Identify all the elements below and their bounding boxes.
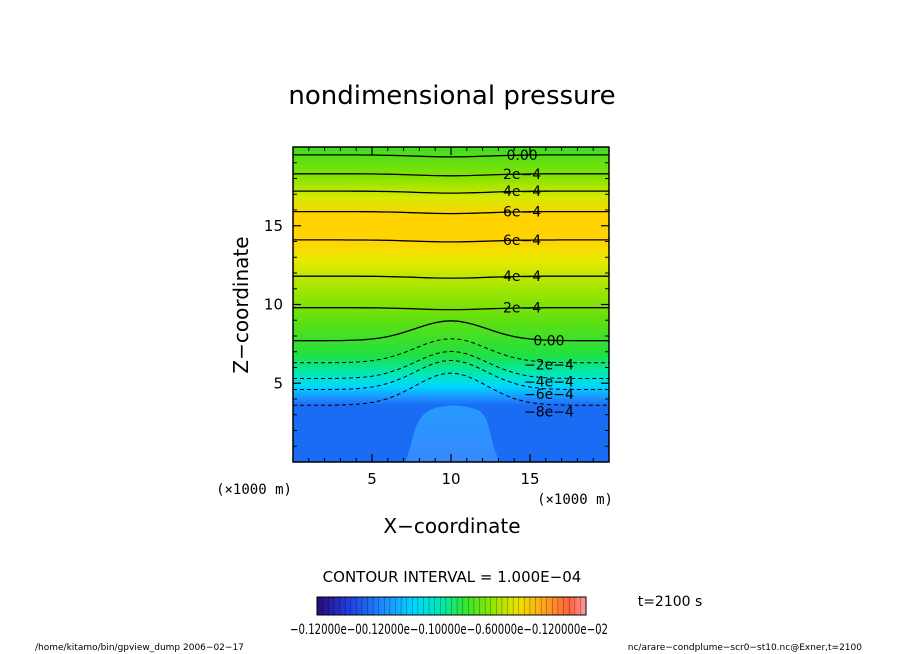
contour-label-2: 4e−4 bbox=[503, 184, 541, 200]
time-label: t=2100 s bbox=[638, 594, 703, 610]
y-unit-label: (×1000 m) bbox=[216, 482, 292, 498]
contour-line-11 bbox=[293, 372, 609, 406]
contour-line-6 bbox=[293, 307, 609, 311]
contour-line-3 bbox=[293, 210, 609, 215]
y-tick-label-2: 15 bbox=[264, 217, 283, 235]
y-tick-label-0: 5 bbox=[273, 374, 283, 392]
contour-lines bbox=[293, 154, 609, 406]
contour-label-5: 4e−4 bbox=[503, 269, 541, 285]
contour-label-1: 2e−4 bbox=[503, 167, 541, 183]
contour-line-1 bbox=[293, 173, 609, 177]
contour-label-7: 0.00 bbox=[533, 334, 564, 350]
footer-right: nc/arare−condplume−scr0−st10.nc@Exner,t=… bbox=[628, 643, 862, 653]
x-tick-label-2: 15 bbox=[520, 470, 539, 488]
contour-line-9 bbox=[293, 350, 609, 379]
contour-line-2 bbox=[293, 190, 609, 194]
contour-line-5 bbox=[293, 275, 609, 279]
plot-area bbox=[293, 147, 609, 462]
contour-label-3: 6e−4 bbox=[503, 205, 541, 221]
contour-label-11: −8e−4 bbox=[524, 404, 574, 420]
contour-line-10 bbox=[293, 359, 609, 390]
contour-label-6: 2e−4 bbox=[503, 301, 541, 317]
contour-label-8: −2e−4 bbox=[524, 357, 574, 373]
chart-title: nondimensional pressure bbox=[288, 81, 615, 111]
contour-label-10: −6e−4 bbox=[524, 387, 574, 403]
contour-labels: 0.002e−44e−46e−46e−44e−42e−40.00−2e−4−4e… bbox=[503, 148, 574, 420]
contour-label-9: −4e−4 bbox=[524, 375, 574, 391]
y-axis-label: Z−coordinate bbox=[229, 236, 253, 373]
plume-region bbox=[405, 405, 500, 462]
axis-ticks: 5 10 15 5 10 15 bbox=[264, 147, 609, 488]
footer-left: /home/kitamo/bin/gpview_dump 2006−02−17 bbox=[35, 643, 244, 653]
x-tick-label-1: 10 bbox=[441, 470, 460, 488]
contour-interval-text: CONTOUR INTERVAL = 1.000E−04 bbox=[323, 568, 582, 586]
x-axis-label: X−coordinate bbox=[383, 514, 520, 538]
x-unit-label: (×1000 m) bbox=[537, 492, 613, 508]
contour-line-4 bbox=[293, 239, 609, 243]
x-tick-label-0: 5 bbox=[367, 470, 377, 488]
y-tick-label-1: 10 bbox=[264, 296, 283, 314]
colorbar-labels: −0.12000e−00.12000e−0.10000e−0.60000e−0.… bbox=[290, 622, 608, 638]
contour-line-0 bbox=[293, 154, 609, 158]
contour-label-0: 0.00 bbox=[507, 148, 538, 164]
contour-line-7 bbox=[293, 320, 609, 342]
contour-label-4: 6e−4 bbox=[503, 233, 541, 249]
contour-line-8 bbox=[293, 338, 609, 364]
colorbar-divisions bbox=[322, 597, 581, 615]
